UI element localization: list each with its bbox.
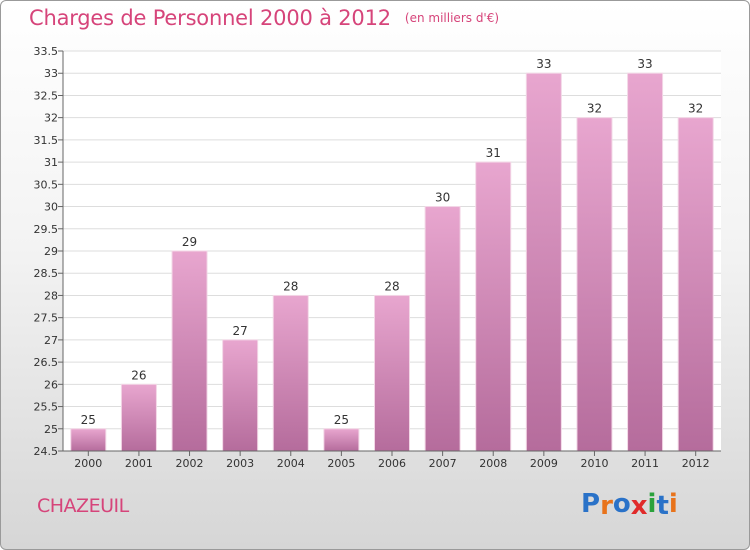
y-tick-label: 32	[44, 112, 58, 125]
data-label-2007: 30	[435, 191, 450, 205]
data-label-2001: 26	[131, 368, 146, 382]
x-tick-label-2004: 2004	[277, 457, 305, 470]
x-tick-label-2000: 2000	[74, 457, 102, 470]
data-label-2003: 27	[233, 324, 248, 338]
y-tick-label: 28.5	[34, 267, 59, 280]
y-tick-label: 31	[44, 156, 58, 169]
x-tick-label-2012: 2012	[682, 457, 710, 470]
chart-title: Charges de Personnel 2000 à 2012 (en mill…	[29, 6, 499, 30]
y-tick-label: 30.5	[34, 178, 59, 191]
x-tick-label-2007: 2007	[429, 457, 457, 470]
logo-letter: x	[630, 491, 648, 521]
y-tick-label: 24.5	[34, 445, 59, 458]
x-tick-label-2010: 2010	[580, 457, 608, 470]
bar-2010	[576, 117, 613, 452]
y-tick-label: 33	[44, 67, 58, 80]
data-label-2000: 25	[81, 413, 96, 427]
bar-2011	[627, 72, 664, 452]
y-tick-label: 26	[44, 378, 58, 391]
bar-2003	[222, 339, 259, 452]
bar-2009	[525, 72, 562, 452]
bar-2000	[70, 428, 107, 452]
y-tick-label: 33.5	[34, 45, 59, 58]
bar-2002	[171, 250, 208, 452]
y-tick-label: 27	[44, 334, 58, 347]
data-label-2006: 28	[384, 279, 399, 293]
x-tick-label-2009: 2009	[530, 457, 558, 470]
logo-letter: i	[647, 489, 657, 519]
axes: 24.5 25 25.5 26 26.5 27 27.5 28 28.5 29 29.5 30 30.5…	[34, 45, 721, 470]
logo-letter: r	[600, 491, 613, 521]
y-tick-label: 31.5	[34, 134, 59, 147]
y-tick-label: 29	[44, 245, 58, 258]
data-label-2002: 29	[182, 235, 197, 249]
bar-2007	[424, 206, 461, 452]
logo-letter: i	[668, 489, 678, 519]
x-tick-label-2003: 2003	[226, 457, 254, 470]
y-tick-label: 27.5	[34, 312, 59, 325]
y-tick-label: 26.5	[34, 356, 59, 369]
x-tick-label-2002: 2002	[176, 457, 204, 470]
title-text: Charges de Personnel 2000 à 2012	[29, 6, 391, 30]
data-label-2011: 33	[637, 57, 652, 71]
y-tick-label: 32.5	[34, 89, 59, 102]
logo-letter: o	[612, 489, 631, 519]
x-tick-label-2005: 2005	[327, 457, 355, 470]
x-tick-label-2006: 2006	[378, 457, 406, 470]
proxiti-logo: Proxiti	[581, 489, 678, 521]
y-tick-label: 30	[44, 201, 58, 214]
chart-subtitle: (en milliers d'€)	[404, 11, 500, 25]
bar-2001	[120, 383, 157, 452]
x-tick-label-2001: 2001	[125, 457, 153, 470]
data-label-2012: 32	[688, 102, 703, 116]
logo-letter: P	[581, 489, 601, 519]
x-tick-label-2008: 2008	[479, 457, 507, 470]
bar-2012	[677, 117, 714, 452]
data-label-2009: 33	[536, 57, 551, 71]
bar-2008	[475, 161, 512, 452]
data-label-2005: 25	[334, 413, 349, 427]
x-tick-label-2011: 2011	[631, 457, 659, 470]
bar-2005	[323, 428, 360, 452]
commune-name: CHAZEUIL	[37, 495, 129, 517]
bar-2006	[374, 294, 410, 452]
data-label-2010: 32	[587, 102, 602, 116]
bars: 25 26 29 27 28 25 28 30 31 33 32 33 32	[70, 57, 714, 452]
y-tick-label: 25	[44, 423, 58, 436]
data-label-2004: 28	[283, 279, 298, 293]
data-label-2008: 31	[486, 146, 501, 160]
logo-letter: t	[656, 491, 669, 521]
y-tick-label: 28	[44, 289, 58, 302]
y-tick-label: 25.5	[34, 401, 59, 414]
y-tick-label: 29.5	[34, 223, 59, 236]
bar-2004	[272, 294, 309, 452]
